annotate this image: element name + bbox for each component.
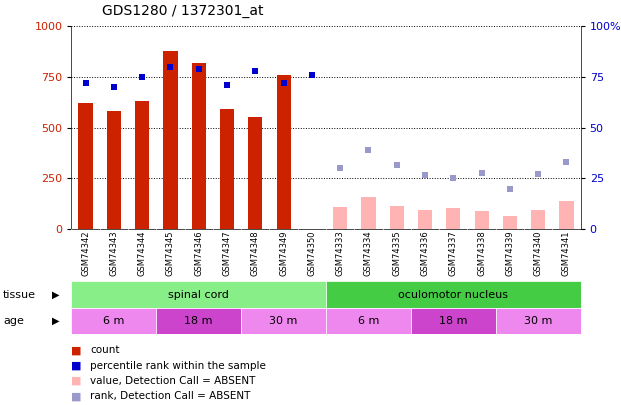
Bar (326, 308, 411, 334)
Text: tissue: tissue (3, 290, 36, 300)
Bar (531, 210, 545, 229)
Bar (276, 75, 291, 229)
Text: ▶: ▶ (52, 290, 59, 300)
Text: ■: ■ (71, 392, 82, 401)
Bar (474, 211, 489, 229)
Text: percentile rank within the sample: percentile rank within the sample (90, 361, 266, 371)
Bar (333, 207, 347, 229)
Bar (446, 207, 460, 229)
Text: value, Detection Call = ABSENT: value, Detection Call = ABSENT (90, 376, 255, 386)
Text: oculomotor nucleus: oculomotor nucleus (398, 290, 509, 300)
Bar (156, 308, 241, 334)
Text: rank, Detection Call = ABSENT: rank, Detection Call = ABSENT (90, 392, 250, 401)
Bar (390, 206, 404, 229)
Bar (496, 308, 581, 334)
Bar (411, 308, 496, 334)
Bar (503, 215, 517, 229)
Text: 6 m: 6 m (103, 316, 125, 326)
Bar (220, 109, 234, 229)
Bar (78, 103, 93, 229)
Text: ■: ■ (71, 345, 82, 355)
Text: age: age (3, 316, 24, 326)
Bar (107, 111, 121, 229)
Text: 6 m: 6 m (358, 316, 379, 326)
Bar (71, 281, 326, 308)
Bar (241, 308, 326, 334)
Bar (361, 198, 376, 229)
Bar (418, 210, 432, 229)
Text: ▶: ▶ (52, 316, 59, 326)
Text: ■: ■ (71, 376, 82, 386)
Text: GDS1280 / 1372301_at: GDS1280 / 1372301_at (102, 4, 264, 18)
Bar (135, 101, 149, 229)
Bar (163, 51, 178, 229)
Bar (71, 308, 156, 334)
Bar (326, 281, 581, 308)
Bar (560, 201, 574, 229)
Text: ■: ■ (71, 361, 82, 371)
Text: 30 m: 30 m (270, 316, 298, 326)
Text: 18 m: 18 m (184, 316, 213, 326)
Text: 30 m: 30 m (524, 316, 553, 326)
Text: 18 m: 18 m (439, 316, 468, 326)
Text: count: count (90, 345, 120, 355)
Bar (192, 63, 206, 229)
Text: spinal cord: spinal cord (168, 290, 229, 300)
Bar (248, 117, 262, 229)
